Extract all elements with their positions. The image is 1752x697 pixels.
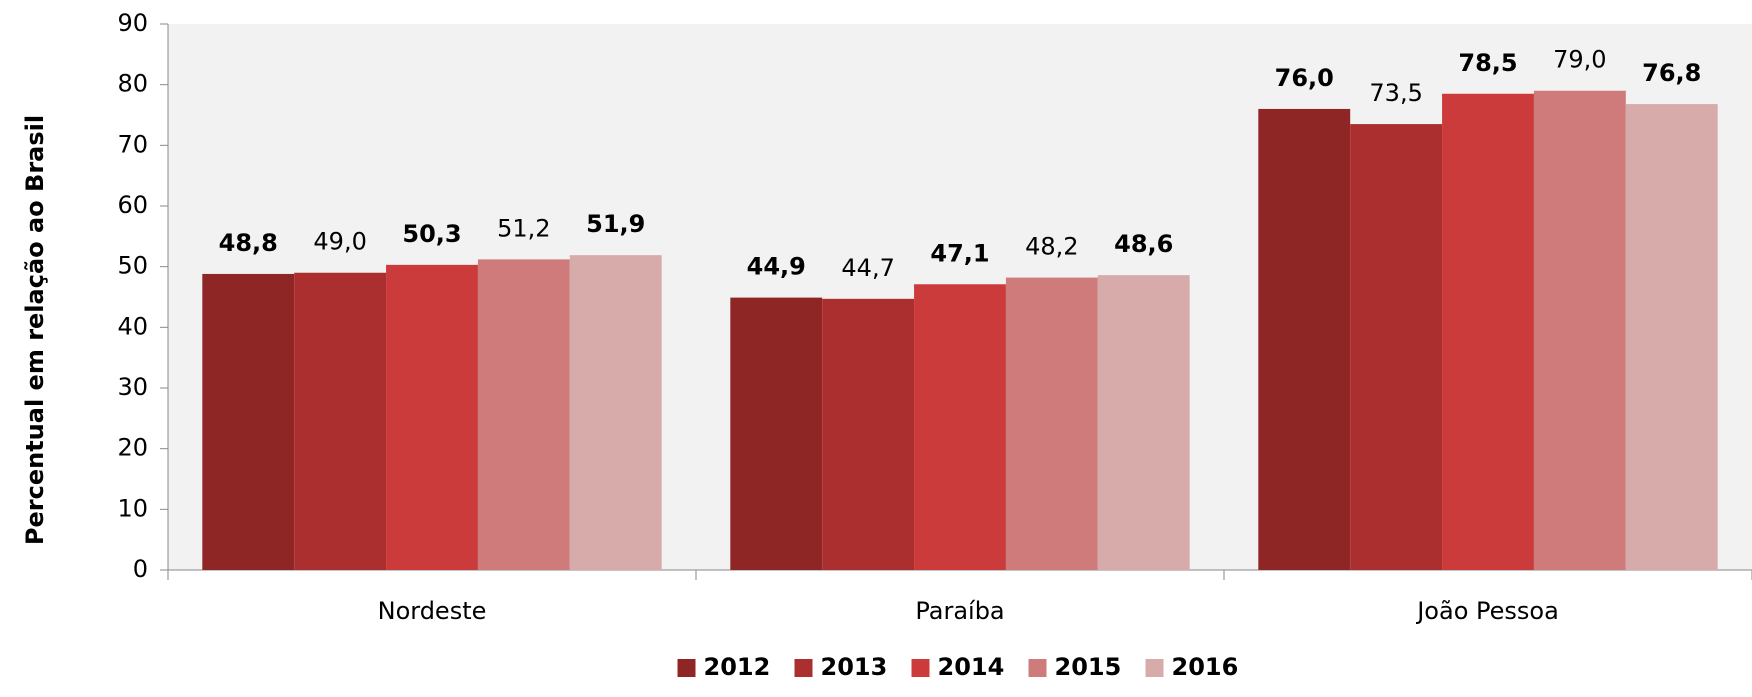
- legend-swatch: [911, 659, 930, 677]
- y-tick-label: 40: [117, 312, 148, 340]
- data-label: 44,9: [747, 253, 806, 281]
- bar: [477, 259, 570, 570]
- bar: [1097, 275, 1190, 570]
- y-axis-label: Percentual em relação ao Brasil: [21, 115, 49, 545]
- legend-swatch: [677, 659, 696, 677]
- legend-swatch: [1028, 659, 1047, 677]
- legend-label: 2014: [938, 653, 1005, 681]
- data-label: 48,8: [219, 229, 278, 257]
- bar: [822, 298, 915, 570]
- data-label: 49,0: [313, 228, 366, 256]
- data-label: 44,7: [841, 254, 894, 282]
- y-tick-label: 60: [117, 191, 148, 219]
- bar: [1350, 124, 1443, 570]
- bar: [1258, 108, 1351, 570]
- y-tick-label: 50: [117, 252, 148, 280]
- bar: [914, 284, 1006, 570]
- legend-label: 2015: [1055, 653, 1122, 681]
- bar: [1625, 104, 1718, 570]
- y-tick-label: 70: [117, 130, 148, 158]
- bar: [1005, 277, 1098, 570]
- y-tick-label: 30: [117, 373, 148, 401]
- y-tick-label: 90: [117, 9, 148, 37]
- data-label: 78,5: [1458, 49, 1517, 77]
- bar: [294, 272, 387, 570]
- bar: [1533, 90, 1626, 570]
- data-label: 50,3: [402, 220, 461, 248]
- data-label: 51,2: [497, 214, 550, 242]
- x-tick-label: Nordeste: [378, 597, 487, 625]
- y-tick-label: 0: [133, 555, 148, 583]
- y-tick-label: 10: [117, 494, 148, 522]
- legend-swatch: [794, 659, 813, 677]
- data-label: 76,8: [1642, 59, 1701, 87]
- legend-label: 2013: [821, 653, 888, 681]
- x-tick-label: João Pessoa: [1415, 597, 1559, 625]
- legend-swatch: [1145, 659, 1164, 677]
- legend-label: 2012: [704, 653, 771, 681]
- data-label: 73,5: [1369, 79, 1422, 107]
- data-label: 51,9: [586, 210, 645, 238]
- data-label: 47,1: [930, 239, 989, 267]
- data-label: 79,0: [1553, 46, 1606, 74]
- y-tick-label: 20: [117, 434, 148, 462]
- data-label: 48,6: [1114, 230, 1173, 258]
- data-label: 76,0: [1275, 64, 1334, 92]
- bar: [569, 255, 662, 570]
- bar: [202, 273, 295, 570]
- y-tick-label: 80: [117, 70, 148, 98]
- legend-label: 2016: [1172, 653, 1239, 681]
- bar: [730, 297, 823, 570]
- data-label: 48,2: [1025, 233, 1078, 261]
- x-tick-label: Paraíba: [915, 597, 1004, 625]
- bar: [1442, 93, 1534, 571]
- bar: [386, 264, 478, 570]
